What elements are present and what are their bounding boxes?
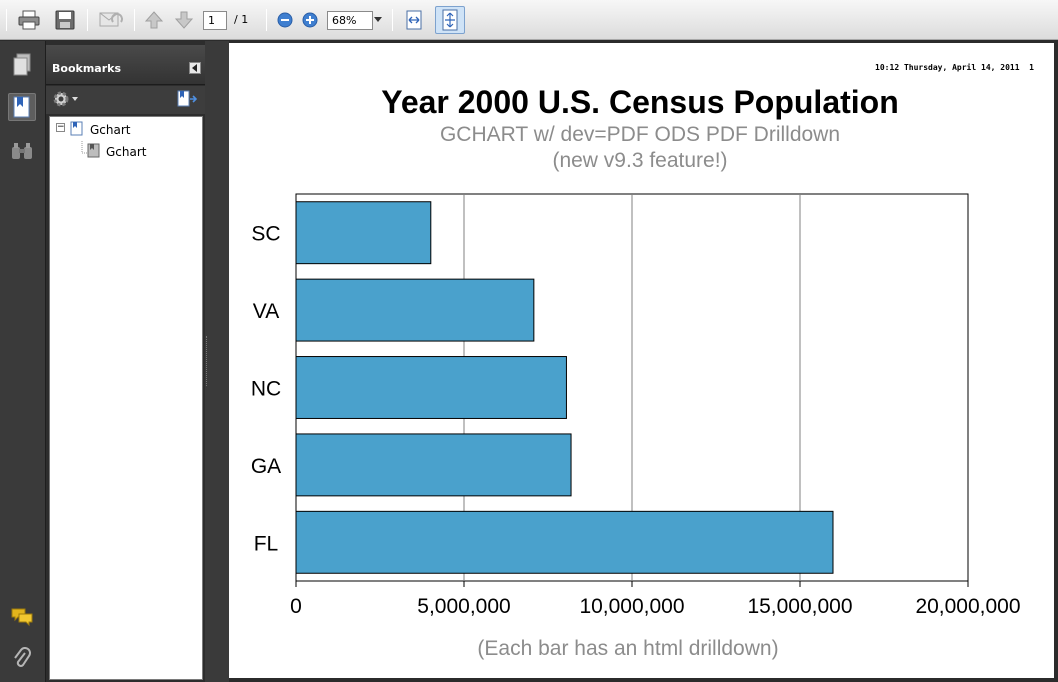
fit-page-button[interactable] — [435, 6, 465, 34]
bookmark-icon — [13, 96, 30, 118]
chart-title: Year 2000 U.S. Census Population — [381, 84, 899, 120]
arrow-down-icon — [174, 11, 194, 29]
zoom-out-button[interactable] — [274, 8, 296, 32]
toolbar-grip — [6, 9, 7, 31]
email-button[interactable] — [94, 8, 126, 32]
toolbar: 1 / 1 68% — [0, 0, 1058, 40]
collapse-panel-button[interactable] — [189, 62, 201, 74]
x-tick-label: 0 — [290, 595, 302, 618]
y-tick-label: GA — [251, 455, 281, 478]
fit-width-icon — [406, 10, 422, 30]
bar-nc[interactable] — [295, 356, 567, 419]
chevron-left-icon — [192, 64, 197, 72]
comments-icon — [11, 608, 33, 627]
toolbar-separator — [87, 9, 88, 31]
pages-panel-button[interactable] — [8, 51, 36, 79]
chart-subtitle-line-2: (new v9.3 feature!) — [552, 149, 727, 172]
save-icon — [55, 10, 75, 30]
bookmarks-panel-button[interactable] — [8, 93, 36, 121]
fit-page-icon — [442, 9, 458, 31]
comments-panel-button[interactable] — [8, 603, 36, 631]
page-number-input[interactable]: 1 — [203, 11, 227, 30]
chevron-down-icon — [72, 97, 78, 101]
zoom-out-icon — [277, 12, 293, 28]
x-tick-label: 5,000,000 — [417, 595, 510, 618]
x-tick-label: 10,000,000 — [579, 595, 684, 618]
next-page-button[interactable] — [171, 8, 197, 32]
bookmarks-title: Bookmarks — [52, 62, 121, 75]
toolbar-separator — [266, 9, 267, 31]
bar-chart: Year 2000 U.S. Census Population GCHART … — [251, 84, 1021, 660]
x-tick-label: 15,000,000 — [747, 595, 852, 618]
bookmark-item-gchart-child[interactable]: Gchart — [106, 145, 147, 159]
bookmark-icon — [70, 121, 83, 141]
y-tick-label: NC — [251, 378, 281, 401]
pages-icon — [13, 53, 31, 76]
bar-va[interactable] — [295, 278, 535, 342]
bar-fl[interactable] — [295, 510, 834, 574]
attachments-panel-button[interactable] — [8, 645, 36, 673]
y-tick-label: VA — [253, 300, 279, 323]
expand-bookmark-button[interactable] — [177, 90, 198, 113]
bookmarks-header: Bookmarks — [46, 45, 205, 85]
expand-bookmark-icon — [177, 90, 198, 107]
bookmark-icon — [87, 143, 100, 163]
chart-footnote: (Each bar has an html drilldown) — [477, 637, 778, 660]
page-total-label: / 1 — [234, 13, 249, 26]
chart-subtitle-line-1: GCHART w/ dev=PDF ODS PDF Drilldown — [440, 123, 840, 146]
email-icon — [99, 12, 123, 27]
chevron-down-icon — [374, 17, 382, 22]
zoom-level-input[interactable]: 68% — [327, 11, 373, 30]
y-tick-label: SC — [251, 223, 280, 246]
bookmarks-panel: Bookmarks − Gchart — [46, 41, 205, 682]
previous-page-button[interactable] — [141, 8, 167, 32]
bookmarks-toolbar — [46, 86, 205, 114]
arrow-up-icon — [144, 11, 164, 29]
navigation-pane — [0, 41, 46, 682]
paperclip-icon — [14, 647, 31, 667]
bar-ga[interactable] — [295, 433, 572, 497]
search-panel-button[interactable] — [8, 137, 36, 165]
options-menu-button[interactable] — [52, 90, 78, 108]
panel-splitter[interactable] — [205, 41, 229, 682]
document-page: 10:12 Thursday, April 14, 2011 1 Year 20… — [229, 43, 1054, 678]
toolbar-separator — [392, 9, 393, 31]
bar-sc[interactable] — [295, 201, 432, 265]
toolbar-separator — [134, 9, 135, 31]
zoom-in-button[interactable] — [299, 8, 321, 32]
splitter-grip[interactable] — [206, 336, 208, 386]
x-tick-label: 20,000,000 — [915, 595, 1020, 618]
print-button[interactable] — [14, 8, 44, 32]
zoom-dropdown-button[interactable] — [372, 8, 384, 32]
bookmark-item-gchart[interactable]: Gchart — [90, 123, 131, 137]
gear-icon — [53, 91, 69, 107]
collapse-toggle[interactable]: − — [56, 122, 65, 132]
zoom-in-icon — [302, 12, 318, 28]
print-icon — [18, 10, 40, 30]
binoculars-icon — [12, 143, 32, 159]
bookmarks-tree: − Gchart Gchart — [49, 116, 203, 680]
y-tick-label: FL — [254, 532, 279, 555]
save-button[interactable] — [50, 8, 80, 32]
document-timestamp: 10:12 Thursday, April 14, 2011 1 — [875, 63, 1034, 72]
fit-width-button[interactable] — [401, 8, 427, 32]
